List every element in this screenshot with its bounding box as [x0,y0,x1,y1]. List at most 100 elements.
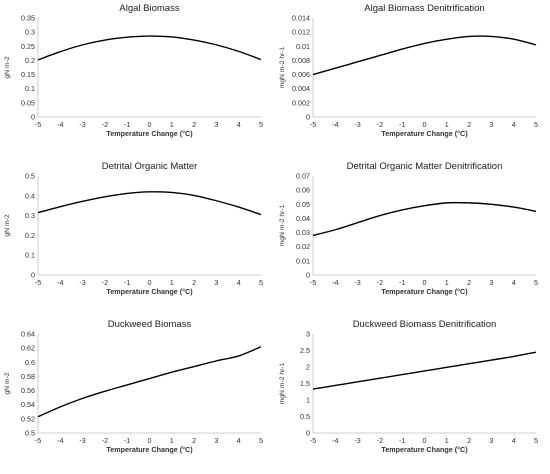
y-tick-label: 0.03 [296,228,310,237]
chart-panel-algal-biomass: Algal Biomass 0 0.05 0.1 0.15 0.2 0.25 0.3 0.35 -… [0,0,275,158]
x-tick-label: -2 [377,436,383,445]
y-tick-label: 0.5 [25,429,35,438]
x-axis-label: Temperature Change (°C) [106,287,193,296]
x-tick-label: -3 [79,120,85,129]
x-tick-label: 0 [148,120,152,129]
x-tick-label: -3 [354,120,360,129]
x-tick-label: -4 [57,436,63,445]
y-tick-label: 1 [306,396,310,405]
x-tick-label: -4 [57,278,63,287]
chart-panel-duckweed-biomass-denitrification: Duckweed Biomass Denitrification 0 0.5 1 1.5… [275,316,550,474]
chart-panel-algal-biomass-denitrification: Algal Biomass Denitrification 0 0.002 0.004… [275,0,550,158]
x-tick-label: -2 [102,120,108,129]
chart-svg: Detrital Organic Matter 0 0.1 0.2 0.3 0.4 0.5 -… [4,161,263,296]
y-tick-label: 0.5 [300,412,310,421]
chart-title: Detrital Organic Matter [102,161,198,172]
y-tick-label: 0.05 [21,98,35,107]
series-line [312,35,537,76]
y-tick-label: 0.5 [25,172,35,181]
chart-svg: Duckweed Biomass Denitrification 0 0.5 1 1.5… [279,319,538,454]
y-tick-label: 0.2 [25,231,35,240]
x-tick-label: 2 [467,278,471,287]
series-line [37,191,262,216]
y-tick-label: 0 [31,271,35,280]
x-tick-label: 3 [214,278,218,287]
x-tick-label: -5 [310,278,316,287]
x-axis-label: Temperature Change (°C) [106,129,193,138]
x-tick-label: 2 [467,436,471,445]
x-tick-label: 4 [237,278,241,287]
x-tick-label: -1 [399,436,405,445]
y-tick-label: 0.006 [292,70,310,79]
y-tick-label: 0.01 [296,42,310,51]
y-axis-label: mgN m-2 hr-1 [279,362,286,404]
x-tick-label: -3 [79,278,85,287]
y-axis-label: gN m-2 [4,214,11,237]
y-tick-label: 0.62 [21,344,35,353]
x-tick-label: 1 [445,436,449,445]
x-tick-label: 0 [148,278,152,287]
x-tick-label: 4 [237,436,241,445]
x-tick-label: -4 [57,120,63,129]
x-tick-label: -1 [399,120,405,129]
x-tick-label: -3 [354,278,360,287]
y-tick-label: 1.5 [300,379,310,388]
y-axis-label: gN m-2 [4,56,11,79]
y-tick-label: 0.2 [25,56,35,65]
x-tick-label: 3 [214,120,218,129]
y-tick-label: 0.012 [292,28,310,37]
y-tick-label: 0.54 [21,400,35,409]
chart-panel-detrital-organic-matter: Detrital Organic Matter 0 0.1 0.2 0.3 0.4 0.5 -… [0,158,275,316]
x-tick-label: -1 [399,278,405,287]
x-tick-label: 4 [237,120,241,129]
x-tick-label: 3 [489,436,493,445]
y-tick-label: 0.3 [25,211,35,220]
x-tick-label: 5 [534,436,538,445]
x-tick-label: 2 [467,120,471,129]
y-tick-label: 0.02 [296,242,310,251]
x-tick-label: -2 [102,278,108,287]
x-tick-label: 3 [489,278,493,287]
y-tick-label: 0 [306,113,310,122]
y-tick-label: 0.64 [21,330,35,339]
x-tick-label: 2 [192,120,196,129]
y-tick-label: 0.1 [25,251,35,260]
chart-svg: Algal Biomass Denitrification 0 0.002 0.004… [279,3,538,138]
x-tick-label: -5 [35,278,41,287]
y-tick-label: 0.04 [296,214,310,223]
y-tick-label: 0 [306,271,310,280]
y-tick-label: 0 [306,429,310,438]
series-line [37,346,262,418]
x-axis-label: Temperature Change (°C) [106,445,193,454]
chart-svg: Detrital Organic Matter Denitrification 0… [279,161,538,296]
y-tick-label: 0.002 [292,98,310,107]
y-tick-label: 0.25 [21,42,35,51]
y-tick-label: 0.05 [296,200,310,209]
series-line [312,351,537,390]
y-tick-label: 0.07 [296,172,310,181]
y-tick-label: 0.01 [296,256,310,265]
x-tick-label: 1 [170,120,174,129]
x-tick-label: 5 [534,120,538,129]
chart-title: Algal Biomass Denitrification [364,3,484,14]
x-tick-label: 0 [423,436,427,445]
series-line [312,201,537,237]
y-tick-label: 2 [306,363,310,372]
y-tick-label: 0 [31,113,35,122]
x-tick-label: 1 [445,278,449,287]
y-tick-label: 0.4 [25,191,35,200]
x-tick-label: 0 [148,436,152,445]
chart-svg: Duckweed Biomass 0.5 0.52 0.54 0.56 0.58 0.6 0.… [4,319,263,454]
x-tick-label: 3 [489,120,493,129]
y-tick-label: 0.15 [21,70,35,79]
y-tick-label: 3 [306,330,310,339]
y-tick-label: 0.52 [21,414,35,423]
x-tick-label: 1 [445,120,449,129]
x-tick-label: 2 [192,436,196,445]
y-tick-label: 0.35 [21,14,35,23]
x-tick-label: -5 [35,120,41,129]
x-tick-label: -5 [35,436,41,445]
x-tick-label: 5 [534,278,538,287]
chart-title: Duckweed Biomass Denitrification [353,319,497,330]
